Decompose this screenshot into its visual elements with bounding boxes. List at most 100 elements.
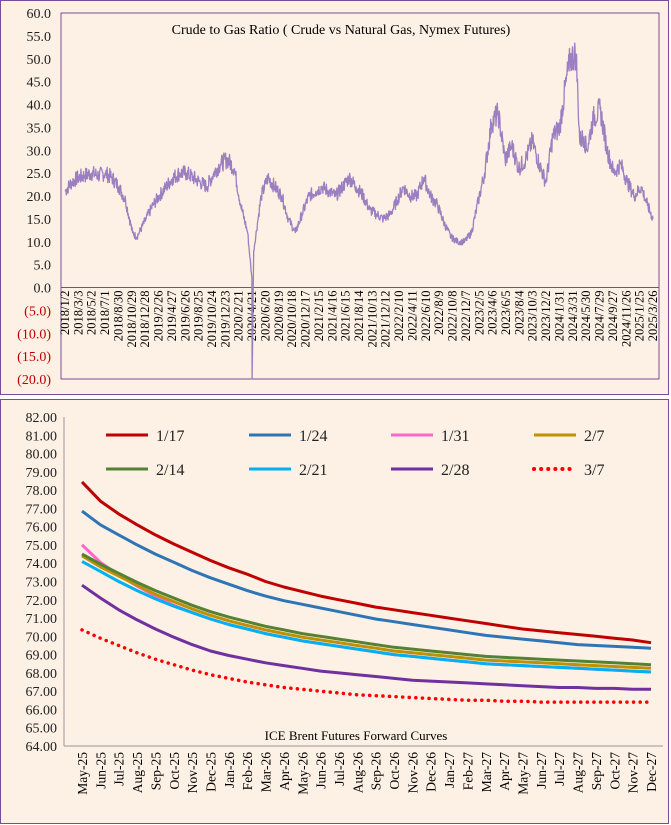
x-tick-label: May-26 [295,752,310,795]
y-tick-label: 55.0 [27,30,52,45]
y-tick-label: 79.00 [26,466,58,481]
chart-title: ICE Brent Futures Forward Curves [265,728,448,743]
x-tick-label: Oct-25 [167,752,182,790]
x-tick-label: 2023/10/3 [526,291,540,342]
series-line-1-24 [81,509,652,650]
x-tick-label: 2021/4/16 [325,291,339,342]
brent-forward-curves-panel: 82.00 81.00 80.00 79.00 78.00 77.00 76.00 75.00… [0,399,669,824]
x-tick-label: 2019/10/24 [205,290,219,348]
x-tick-label: May-25 [75,752,90,795]
x-tick-label: Dec-25 [203,752,218,792]
ratio-series-line [64,42,654,380]
legend-label: 1/17 [156,428,184,445]
x-tick-label: Jun-25 [93,752,108,789]
x-tick-label: 2019/2/26 [152,291,166,342]
y-tick-label: 64.00 [26,740,58,755]
legend-label: 1/31 [441,428,469,445]
crude-gas-ratio-chart: 60.0 55.0 50.0 45.0 40.0 35.0 30.0 25.0 20.0 15.0… [17,7,660,388]
x-tick-label: Jun-27 [534,752,549,789]
chart-title: Crude to Gas Ratio ( Crude vs Natural Ga… [172,23,511,38]
x-tick-label: 2019/8/25 [192,291,206,342]
x-tick-label: 2023/6/5 [499,291,513,335]
y-tick-label: 35.0 [27,121,52,136]
y-tick-label: (5.0) [24,304,51,319]
x-tick-label: 2020/10/18 [285,291,299,348]
x-tick-label: 2025/1/25 [633,291,647,342]
x-tick-label: 2024/7/29 [593,291,607,342]
x-tick-label: Jun-26 [314,752,329,789]
y-tick-label: 74.00 [26,557,58,572]
x-tick-label: 2018/12/28 [138,291,152,348]
y-tick-label: 69.00 [26,649,58,664]
y-tick-label: (10.0) [17,327,51,342]
y-tick-label: (15.0) [17,350,51,365]
x-tick-label: 2019/12/23 [218,291,232,348]
x-tick-label: Nov-25 [185,752,200,793]
x-tick-label: Jan-27 [442,752,457,788]
brent-forward-curves-chart: 82.00 81.00 80.00 79.00 78.00 77.00 76.00 75.00… [26,411,663,795]
x-tick-label: Jan-26 [222,752,237,788]
legend-label: 2/21 [299,462,327,479]
x-tick-label: 2022/8/9 [432,291,446,335]
x-tick-label: 2023/8/4 [512,290,526,335]
x-tick-label: 2020/8/19 [272,291,286,342]
y-tick-label: 5.0 [34,259,52,274]
y-tick-label: 80.00 [26,448,58,463]
x-tick-label: 2021/10/13 [365,291,379,348]
x-tick-label: Aug-27 [571,752,586,793]
x-tick-label: 2021/8/14 [352,290,366,341]
x-tick-label: 2018/1/2 [58,291,72,335]
x-tick-label: 2018/8/30 [111,291,125,342]
y-tick-label: 40.0 [27,99,52,114]
series-line-2-28 [81,583,651,691]
x-tick-label: Feb-27 [460,752,475,790]
x-tick-label: Nov-26 [405,752,420,793]
y-tick-label: 81.00 [26,429,58,444]
legend-label: 2/7 [584,428,604,445]
x-tick-label: 2024/1/31 [552,291,566,342]
crude-gas-ratio-panel: 60.0 55.0 50.0 45.0 40.0 35.0 30.0 25.0 20.0 15.0… [0,0,669,395]
y-tick-label: 50.0 [27,53,52,68]
x-tick-label: 2020/12/17 [299,291,313,348]
x-tick-label: May-27 [516,752,531,795]
y-tick-label: (20.0) [17,373,51,388]
x-tick-label: Jul-27 [552,752,567,786]
x-tick-label: Feb-26 [240,752,255,790]
x-tick-label: Oct-26 [387,752,402,790]
x-tick-label: 2020/2/21 [232,291,246,342]
x-tick-label: 2020/6/20 [258,291,272,342]
x-tick-label: Nov-27 [626,752,641,793]
legend-label: 1/24 [299,428,327,445]
y-tick-label: 71.00 [26,612,58,627]
y-tick-label: 82.00 [26,411,58,426]
y-tick-label: 76.00 [26,521,58,536]
y-tick-label: 0.0 [34,282,52,297]
y-tick-label: 78.00 [26,484,58,499]
series-line-2-14 [81,552,652,667]
x-tick-label: 2022/4/11 [405,291,419,341]
x-tick-label: 2022/2/10 [392,291,406,342]
x-tick-label: 2022/12/7 [459,291,473,342]
x-tick-label: Oct-27 [607,752,622,790]
x-tick-label: 2022/10/8 [446,291,460,342]
x-tick-label: 2018/5/2 [85,291,99,335]
x-tick-label: Sep-25 [148,752,163,790]
x-tick-label: Jul-25 [112,752,127,786]
legend-label: 2/14 [156,462,184,479]
x-tick-label: 2021/2/15 [312,291,326,342]
x-tick-label: 2024/11/26 [619,291,633,347]
x-tick-label: 2024/5/30 [579,291,593,342]
y-tick-label: 75.00 [26,539,58,554]
y-tick-label: 72.00 [26,594,58,609]
x-tick-label: Dec-27 [644,752,659,792]
x-tick-label: 2018/7/1 [98,291,112,335]
x-tick-label: 2018/3/3 [71,291,85,335]
series-line-3-7 [80,628,653,704]
x-tick-label: 2023/12/2 [539,291,553,342]
series-line-2-21 [81,560,652,674]
y-tick-label: 68.00 [26,667,58,682]
y-tick-label: 20.0 [27,190,52,205]
y-tick-label: 25.0 [27,167,52,182]
x-tick-label: 2025/3/26 [646,291,660,342]
y-tick-label: 45.0 [27,76,52,91]
